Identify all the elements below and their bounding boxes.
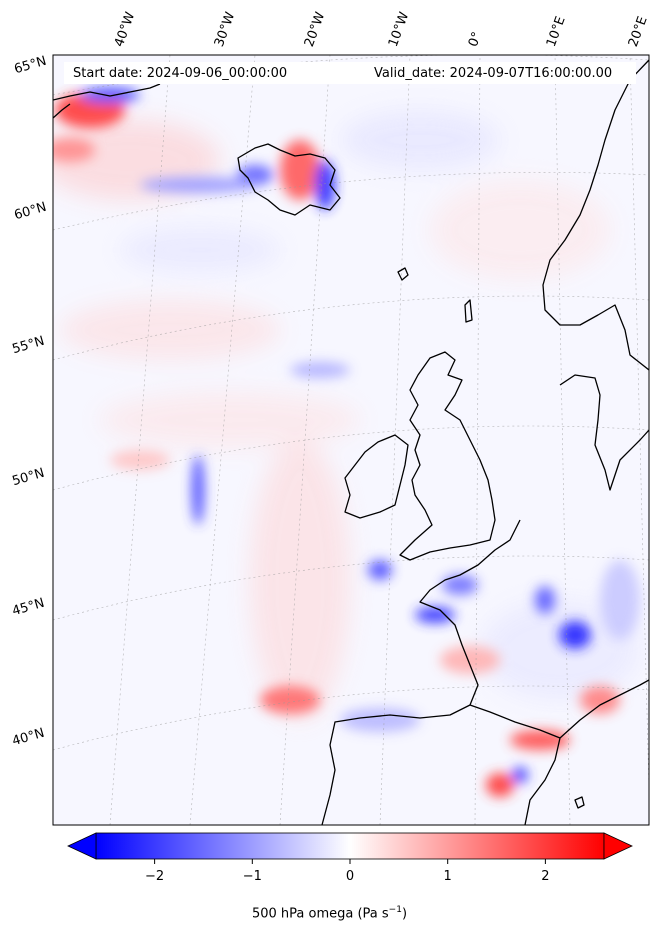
- coast-ireland: [344, 434, 409, 519]
- colorbar-tick-label: −2: [145, 869, 165, 884]
- coast-norway: [542, 59, 649, 371]
- coast-france: [419, 519, 521, 706]
- colorbar-title: 500 hPa omega (Pa s−1): [0, 905, 659, 921]
- colorbar: [67, 832, 633, 864]
- header-box: [64, 62, 636, 84]
- colorbar-title-sup: −1: [388, 905, 402, 915]
- coastlines: [53, 59, 649, 825]
- coast-great-britain: [399, 351, 496, 561]
- colorbar-extend-min: [67, 832, 97, 860]
- colorbar-ticks: [154, 859, 546, 864]
- colorbar-extend-max: [603, 832, 633, 860]
- coast-balearic: [574, 796, 585, 809]
- start-date-label: Start date: 2024-09-06_00:00:00: [73, 66, 288, 81]
- omega-field: [53, 87, 640, 797]
- coast-iceland: [237, 143, 341, 216]
- map-frame: [52, 54, 650, 826]
- colorbar-tick-label: −1: [242, 869, 262, 884]
- colorbar-tick-label: 0: [345, 869, 355, 884]
- coast-shetland: [464, 299, 473, 323]
- graticule: [53, 55, 649, 825]
- coast-mediterranean: [559, 679, 649, 739]
- colorbar-title-main: 500 hPa omega (Pa s: [251, 906, 389, 922]
- colorbar-tick-label: 2: [541, 869, 550, 884]
- valid-date-label: Valid_date: 2024-09-07T16:00:00.00: [374, 66, 613, 81]
- coast-faroe: [397, 267, 409, 281]
- colorbar-tick-label: 1: [443, 869, 452, 884]
- coast-denmark: [559, 374, 649, 491]
- colorbar-title-end: ): [401, 906, 408, 922]
- colorbar-body: [95, 832, 605, 860]
- coast-greenland: [53, 83, 161, 119]
